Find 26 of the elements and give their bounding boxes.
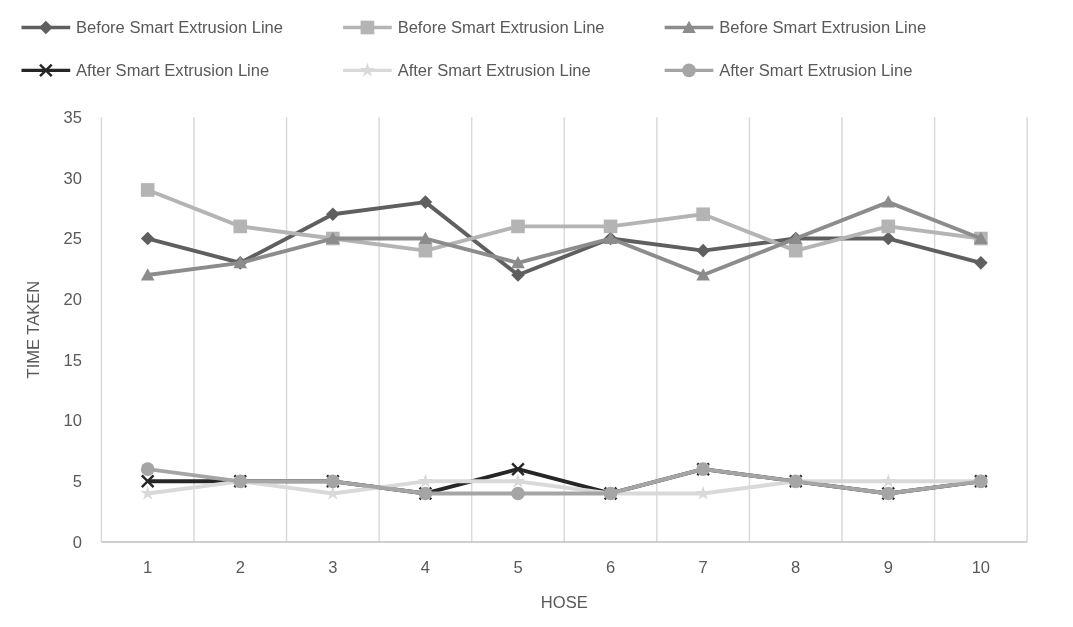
legend-label: After Smart Extrusion Line: [76, 61, 270, 81]
y-tick-label: 15: [63, 350, 82, 370]
y-tick-label: 0: [72, 532, 82, 552]
y-tick-label: 10: [63, 411, 82, 431]
y-tick-label: 25: [63, 229, 82, 249]
x-tick-label: 4: [420, 558, 431, 578]
x-tick-label: 6: [605, 558, 616, 578]
y-tick-label: 5: [72, 472, 82, 492]
legend-label: After Smart Extrusion Line: [719, 61, 913, 81]
x-tick-label: 10: [971, 558, 991, 578]
y-tick-label: 20: [63, 290, 82, 310]
x-tick-label: 9: [883, 558, 893, 578]
x-tick-label: 5: [513, 558, 523, 578]
legend-label: After Smart Extrusion Line: [397, 61, 591, 81]
legend-label: Before Smart Extrusion Line: [397, 18, 605, 38]
legend-label: Before Smart Extrusion Line: [719, 18, 927, 38]
x-tick-label: 8: [791, 558, 801, 578]
y-tick-label: 35: [63, 107, 82, 127]
x-axis-title: HOSE: [540, 593, 588, 613]
x-tick-label: 7: [698, 558, 708, 578]
legend-label: Before Smart Extrusion Line: [76, 18, 283, 38]
x-tick-label: 3: [328, 558, 338, 578]
x-tick-label: 1: [143, 558, 153, 578]
y-axis-title: TIME TAKEN: [24, 280, 44, 379]
x-tick-label: 2: [235, 558, 245, 578]
y-tick-label: 30: [63, 168, 82, 188]
